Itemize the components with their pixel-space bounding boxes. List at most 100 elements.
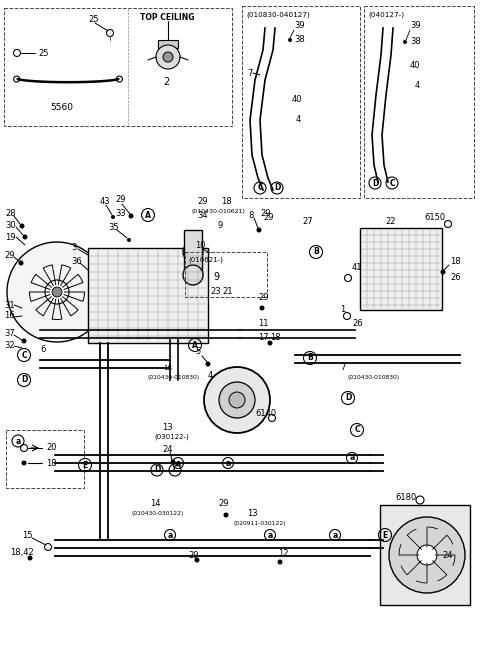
Text: D: D (154, 465, 160, 474)
Text: E: E (83, 460, 88, 469)
Text: 22: 22 (385, 216, 396, 226)
Text: 43: 43 (100, 198, 110, 207)
Text: a: a (349, 454, 355, 463)
Text: 18: 18 (163, 365, 172, 371)
Text: 33: 33 (115, 209, 126, 218)
Text: 32: 32 (4, 341, 14, 350)
Text: 4: 4 (296, 116, 301, 125)
Circle shape (19, 261, 24, 265)
Text: 25: 25 (88, 16, 98, 25)
Text: 40: 40 (292, 96, 302, 105)
Text: 18: 18 (46, 458, 57, 467)
Text: 31: 31 (4, 300, 14, 309)
Circle shape (20, 224, 24, 229)
Circle shape (129, 213, 133, 218)
Text: 2: 2 (163, 77, 169, 87)
Text: 6150: 6150 (424, 213, 445, 222)
Text: 41: 41 (352, 263, 362, 272)
Text: 7: 7 (340, 363, 346, 372)
Bar (158, 40, 178, 48)
Text: 17: 17 (258, 333, 269, 341)
Text: 39: 39 (294, 21, 305, 31)
Text: a: a (332, 530, 337, 540)
Text: (010830-040127): (010830-040127) (246, 12, 310, 18)
Circle shape (441, 270, 445, 274)
Text: 14: 14 (150, 499, 160, 508)
Text: 6180: 6180 (395, 493, 416, 502)
Text: 38: 38 (294, 36, 305, 44)
Text: 39: 39 (410, 21, 420, 31)
Text: 37: 37 (4, 330, 15, 339)
Text: 18: 18 (450, 257, 461, 266)
Bar (185, 252, 267, 297)
Text: 23: 23 (210, 287, 221, 296)
Text: A: A (192, 341, 198, 350)
Text: 29: 29 (197, 198, 207, 207)
Circle shape (403, 40, 407, 44)
Bar (88, 248, 208, 343)
Text: 9: 9 (213, 272, 219, 282)
Text: 29: 29 (115, 196, 125, 205)
Text: 18,42: 18,42 (10, 549, 34, 558)
Text: 28: 28 (5, 209, 16, 218)
Text: a: a (175, 458, 180, 467)
Circle shape (170, 460, 176, 465)
Bar (242, 6, 360, 198)
Text: D: D (21, 376, 27, 385)
Text: 29: 29 (263, 213, 274, 222)
Circle shape (219, 382, 255, 418)
Circle shape (224, 512, 228, 517)
Bar (6, 430, 84, 488)
Text: a: a (267, 530, 273, 540)
Bar (184, 230, 202, 275)
Text: 8: 8 (248, 211, 253, 220)
Text: 15: 15 (22, 530, 33, 540)
Text: (010430-010830): (010430-010830) (347, 374, 399, 380)
Circle shape (437, 560, 443, 564)
Text: 25: 25 (38, 49, 48, 57)
Circle shape (256, 227, 262, 233)
Text: B: B (313, 248, 319, 257)
Text: C: C (257, 183, 263, 192)
Text: (010430-010830): (010430-010830) (147, 374, 199, 380)
Text: 13: 13 (162, 422, 173, 432)
Text: a: a (15, 437, 21, 445)
Circle shape (389, 517, 465, 593)
Text: C: C (172, 465, 178, 474)
Text: 29: 29 (188, 551, 199, 560)
Bar (360, 228, 442, 310)
Circle shape (183, 242, 203, 262)
Text: (010621-): (010621-) (188, 257, 223, 263)
Text: 35: 35 (108, 224, 119, 233)
Text: D: D (345, 393, 351, 402)
Circle shape (229, 392, 245, 408)
Text: 4: 4 (415, 81, 420, 90)
Circle shape (7, 242, 107, 342)
Text: 34: 34 (197, 211, 208, 220)
Text: D: D (372, 179, 378, 187)
Text: 36: 36 (71, 257, 82, 266)
Text: C: C (354, 426, 360, 434)
Circle shape (22, 339, 26, 343)
Text: 1: 1 (340, 306, 345, 315)
Text: B: B (307, 354, 313, 363)
Circle shape (260, 306, 264, 311)
Circle shape (277, 560, 283, 564)
Text: 16: 16 (4, 311, 14, 320)
Circle shape (163, 52, 173, 62)
Circle shape (204, 367, 270, 433)
Circle shape (288, 38, 292, 42)
Text: 10: 10 (195, 242, 205, 250)
Text: E: E (383, 530, 388, 540)
Circle shape (183, 265, 203, 285)
Circle shape (27, 556, 33, 560)
Circle shape (156, 45, 180, 69)
Circle shape (22, 460, 26, 465)
Text: 9: 9 (218, 220, 223, 229)
Text: 27: 27 (302, 218, 312, 226)
Text: 5560: 5560 (50, 103, 73, 112)
Text: 6: 6 (40, 346, 46, 354)
Text: TOP CEILING: TOP CEILING (140, 12, 194, 21)
Text: 24: 24 (442, 551, 453, 560)
Circle shape (267, 341, 273, 346)
